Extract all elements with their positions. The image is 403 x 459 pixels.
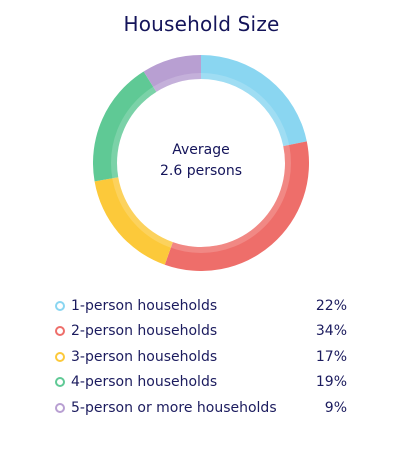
center-label-line-2: 2.6 persons (160, 163, 242, 179)
donut-slice-1 (201, 55, 307, 147)
legend-label: 5-person or more households (71, 399, 277, 416)
donut-inner-highlight (111, 73, 291, 253)
legend-marker-icon (55, 300, 65, 311)
donut-center-label: Average 2.6 persons (93, 140, 309, 182)
legend-value: 9% (324, 399, 347, 416)
legend-label: 2-person households (71, 323, 218, 340)
donut-slice-2 (164, 141, 309, 271)
legend-marker-icon (55, 402, 65, 413)
donut-slice-5 (143, 55, 201, 92)
legend-marker-icon (55, 326, 65, 337)
legend-value: 34% (315, 323, 347, 340)
donut-slice-4 (93, 71, 157, 182)
legend-label: 1-person households (71, 297, 218, 314)
legend-item: 2-person households 34% (55, 319, 347, 345)
legend-item: 5-person or more households 9% (55, 395, 347, 421)
legend-item: 4-person households 19% (55, 370, 347, 396)
legend-label: 3-person households (71, 348, 218, 365)
legend-item: 3-person households 17% (55, 344, 347, 370)
legend-value: 22% (315, 297, 347, 314)
chart-title: Household Size (123, 12, 280, 36)
legend-label: 4-person households (71, 374, 218, 391)
legend-marker-icon (55, 351, 65, 362)
center-label-line-1: Average (172, 142, 230, 158)
donut-svg (93, 55, 309, 271)
donut-slice-3 (94, 177, 173, 265)
legend-value: 19% (315, 374, 347, 391)
legend-marker-icon (55, 377, 65, 388)
donut-chart (93, 55, 309, 271)
chart-legend: 1-person households 22% 2-person household… (55, 293, 347, 421)
legend-item: 1-person households 22% (55, 293, 347, 319)
legend-value: 17% (315, 348, 347, 365)
